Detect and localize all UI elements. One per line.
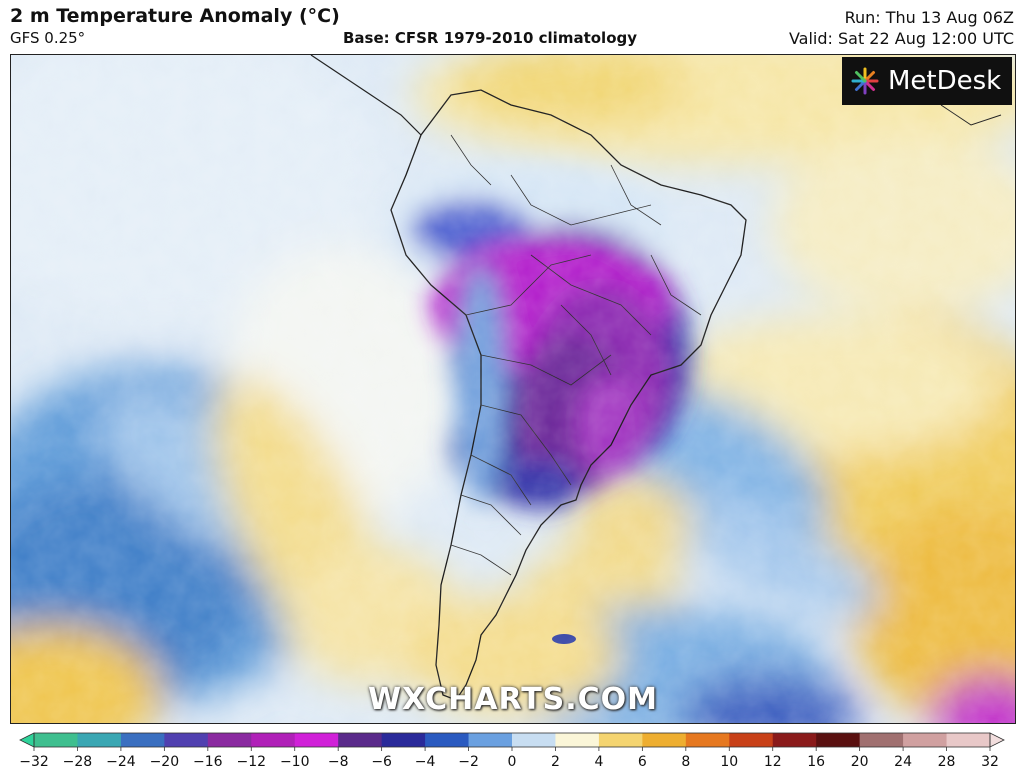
colorbar-tick-label: −28: [63, 754, 93, 770]
colorbar-max-arrow: [989, 732, 1005, 748]
colorbar-segment: [555, 733, 600, 747]
colorbar-segment: [512, 733, 557, 747]
anomaly-map: MetDesk WXCHARTS.COM: [10, 54, 1016, 724]
colorbar-tick-label: 8: [681, 754, 690, 770]
colorbar-segment: [34, 733, 79, 747]
colorbar-tick-label: 16: [807, 754, 825, 770]
colorbar-segment: [946, 733, 991, 747]
colorbar-segment: [251, 733, 296, 747]
metdesk-logo-text: MetDesk: [888, 66, 1002, 96]
colorbar-segment: [77, 733, 122, 747]
colorbar-segment: [685, 733, 730, 747]
model-label: GFS 0.25°: [10, 29, 86, 47]
colorbar-segment: [859, 733, 904, 747]
valid-time-label: Valid: Sat 22 Aug 12:00 UTC: [788, 29, 1014, 48]
colorbar-tick-label: −24: [106, 754, 136, 770]
colorbar-tick-label: −12: [236, 754, 266, 770]
anomaly-map-canvas: [11, 55, 1015, 723]
base-climatology-label: Base: CFSR 1979-2010 climatology: [343, 29, 638, 47]
colorbar-segment: [207, 733, 252, 747]
colorbar: −32 −28 −24 −20 −16 −12 −10 −8 −6 −4 −2 0 2 4 6 8 10 12 16…: [18, 731, 1006, 773]
run-time-label: Run: Thu 13 Aug 06Z: [844, 8, 1014, 27]
colorbar-tick-label: 24: [894, 754, 912, 770]
colorbar-segment: [598, 733, 643, 747]
wxcharts-watermark: WXCHARTS.COM: [367, 682, 659, 717]
colorbar-tick-label: −32: [19, 754, 49, 770]
colorbar-tick-label: −20: [150, 754, 180, 770]
colorbar-tick-label: −10: [280, 754, 310, 770]
colorbar-tick-label: 20: [851, 754, 869, 770]
colorbar-tick-label: −2: [458, 754, 479, 770]
map-title: 2 m Temperature Anomaly (°C): [10, 5, 340, 27]
colorbar-min-arrow: [19, 732, 35, 748]
chart-header: 2 m Temperature Anomaly (°C) GFS 0.25° B…: [0, 0, 1024, 52]
colorbar-segment: [729, 733, 774, 747]
colorbar-segment: [294, 733, 339, 747]
colorbar-tick-label: −8: [328, 754, 349, 770]
colorbar-tick-label: 32: [981, 754, 999, 770]
colorbar-tick-label: 0: [508, 754, 517, 770]
colorbar-tick-label: 2: [551, 754, 560, 770]
colorbar-tick-label: 10: [720, 754, 738, 770]
colorbar-tick-label: 6: [638, 754, 647, 770]
colorbar-tick-label: −16: [193, 754, 223, 770]
colorbar-tick-label: −6: [371, 754, 392, 770]
colorbar-segment: [164, 733, 209, 747]
colorbar-tick-label: 4: [594, 754, 603, 770]
texture-overlay: [11, 55, 1015, 723]
colorbar-svg: −32 −28 −24 −20 −16 −12 −10 −8 −6 −4 −2 0 2 4 6 8 10 12 16…: [19, 732, 1005, 770]
colorbar-segment: [468, 733, 513, 747]
colorbar-segment: [120, 733, 165, 747]
colorbar-tick-label: 28: [938, 754, 956, 770]
colorbar-segment: [338, 733, 383, 747]
metdesk-logo-icon: [851, 67, 879, 95]
colorbar-segment: [425, 733, 470, 747]
colorbar-segment: [816, 733, 861, 747]
metdesk-logo: MetDesk: [842, 57, 1012, 105]
colorbar-segment: [642, 733, 687, 747]
colorbar-tick-label: 12: [764, 754, 782, 770]
colorbar-segment: [903, 733, 948, 747]
colorbar-segment: [381, 733, 426, 747]
colorbar-tick-label: −4: [415, 754, 436, 770]
colorbar-segment: [772, 733, 817, 747]
